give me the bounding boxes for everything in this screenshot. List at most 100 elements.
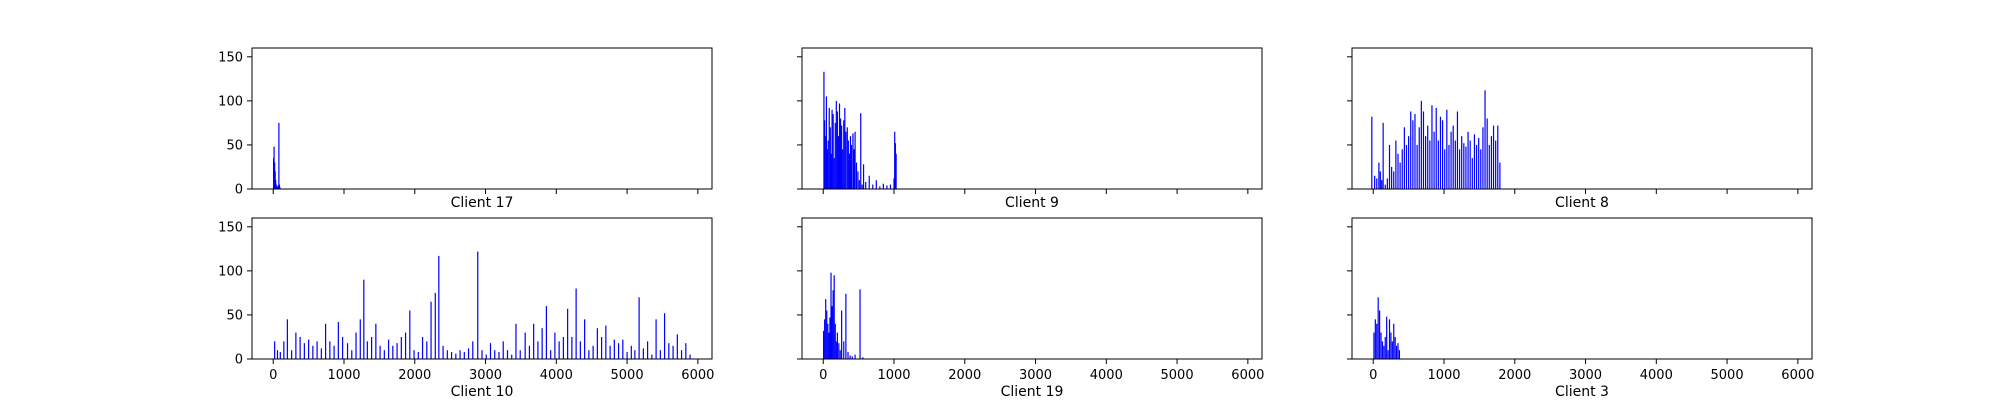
bar-3-16 [1401,149,1403,189]
bar-3-28 [1427,125,1429,189]
bar-4-77 [592,345,594,359]
bar-3-56 [1486,118,1488,189]
bar-4-57 [506,350,509,359]
plot-frame [1351,47,1813,190]
bar-2-48 [894,143,897,189]
bar-2-41 [875,180,877,189]
plot-frame [801,47,1263,190]
bar-3-4 [1378,162,1380,189]
bar-3-48 [1469,140,1471,189]
bar-4-96 [672,345,674,359]
bar-3-35 [1441,120,1444,189]
y-tick-label: 0 [235,183,243,198]
bar-4-40 [434,292,436,359]
x-tick-label: 4000 [1640,368,1673,383]
bar-2-29 [852,133,854,189]
bar-3-46 [1465,146,1467,189]
bar-4-28 [383,350,385,359]
bar-3-59 [1492,125,1495,189]
bar-5-24 [859,289,861,359]
bar-3-26 [1422,111,1425,189]
bar-3-41 [1454,140,1456,189]
x-tick-label: 5000 [611,368,644,383]
bar-3-22 [1414,114,1416,189]
bar-5-12 [834,323,836,359]
bar-4-21 [355,332,357,359]
bar-5-11 [833,275,835,359]
bar-3-20 [1410,111,1412,189]
bar-4-98 [680,350,683,359]
plot-frame [801,217,1263,360]
bar-5-19 [845,293,847,359]
bar-4-4 [283,341,285,360]
bar-2-46 [893,178,895,189]
bar-3-42 [1456,111,1459,189]
bar-4-23 [363,279,365,359]
bar-6-10 [1386,316,1388,359]
chart-panel-1: 0 50 100 150 Client 17 [218,47,713,211]
bar-2-13 [834,122,836,189]
bar-1-10 [278,122,280,189]
bar-4-35 [413,350,415,359]
bar-4-55 [498,351,500,359]
bar-2-20 [842,149,844,189]
bar-1-7 [276,186,278,189]
bar-3-51 [1475,144,1478,189]
bar-6-7 [1381,341,1384,360]
bar-2-4 [825,96,828,189]
bar-2-7 [828,107,830,189]
bar-2-12 [833,158,835,189]
chart-panel-3: Client 8 [1347,47,1813,211]
bar-3-50 [1473,134,1476,189]
bar-4-39 [430,301,432,359]
bar-4-44 [450,351,453,359]
bar-4-89 [642,348,644,359]
x-tick-label: 4000 [540,368,573,383]
panel-title: Client 9 [1005,195,1059,211]
bar-2-17 [838,103,841,189]
bar-6-18 [1397,343,1399,359]
y-tick-label: 100 [218,94,243,109]
bar-4-90 [647,341,649,360]
bar-5-8 [830,272,832,359]
bar-3-57 [1488,144,1490,189]
bar-6-5 [1379,310,1381,359]
bar-4-6 [291,350,293,359]
chart-panel-2: Client 9 [797,47,1263,211]
bar-3-3 [1376,178,1378,189]
bar-4-50 [477,251,479,359]
bar-4-7 [295,332,297,359]
bar-4-49 [472,341,474,360]
bar-4-72 [571,336,573,359]
bar-4-91 [651,354,653,359]
bar-4-76 [588,350,590,359]
bar-4-46 [459,350,461,359]
bar-4-63 [533,323,535,359]
bar-3-18 [1405,144,1408,189]
bar-2-33 [857,171,859,190]
bar-5-17 [841,310,843,359]
bar-3-44 [1461,136,1463,190]
bar-5-16 [839,350,841,359]
bar-1-8 [276,187,279,189]
x-tick-label: 0 [269,368,277,383]
bar-5-3 [825,299,827,359]
bar-5-5 [827,323,829,359]
bar-2-39 [868,175,870,189]
bar-4-19 [346,343,349,359]
bar-6-19 [1398,350,1401,359]
bar-4-20 [351,350,353,359]
bar-3-1 [1371,116,1373,189]
bar-3-29 [1429,140,1431,189]
bar-5-1 [822,330,825,359]
bar-4-32 [400,336,402,359]
bar-2-31 [854,131,856,189]
bar-3-5 [1379,171,1381,190]
bar-4-81 [609,345,611,359]
x-tick-label: 1000 [327,368,360,383]
bar-2-19 [841,125,843,189]
bar-2-30 [853,149,855,189]
bar-2-43 [882,183,884,189]
bar-4-33 [404,332,407,359]
bar-2-22 [844,107,846,189]
